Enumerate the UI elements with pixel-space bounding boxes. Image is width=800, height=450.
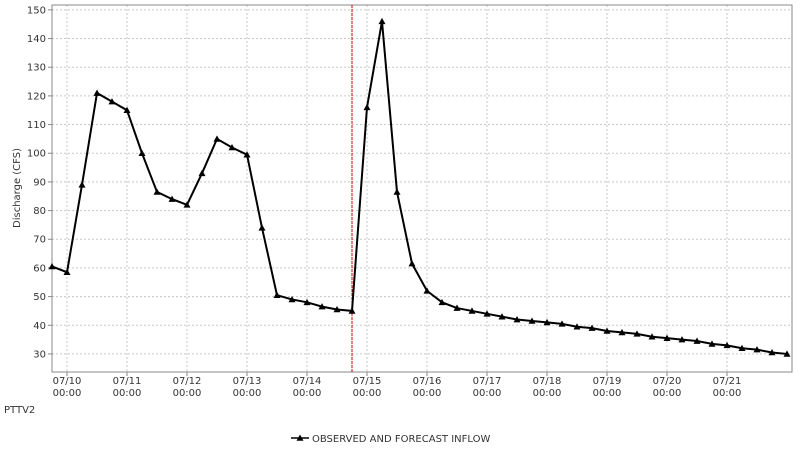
x-tick-label: 07/13 00:00: [233, 376, 262, 399]
data-point: [423, 287, 431, 294]
data-point: [408, 260, 416, 267]
data-point: [243, 151, 251, 158]
y-tick-label: 50: [33, 292, 46, 303]
data-point: [318, 303, 326, 310]
data-point: [303, 298, 311, 306]
x-tick-label: 07/19 00:00: [593, 376, 622, 399]
x-tick-label: 07/16 00:00: [413, 376, 442, 399]
data-point: [753, 346, 761, 353]
y-tick-label: 60: [33, 263, 46, 274]
y-tick-label: 70: [33, 235, 46, 246]
data-point: [708, 340, 716, 347]
y-tick-label: 110: [27, 120, 46, 131]
data-point: [483, 310, 491, 317]
data-point: [288, 295, 296, 303]
x-tick-label: 07/14 00:00: [293, 376, 322, 399]
data-point: [333, 305, 341, 313]
y-tick-label: 140: [27, 34, 46, 45]
data-point: [363, 103, 371, 111]
data-point: [453, 304, 461, 311]
y-tick-label: 30: [33, 349, 46, 360]
y-tick-label: 150: [27, 5, 46, 16]
y-tick-label: 80: [33, 206, 46, 217]
data-point: [663, 334, 671, 341]
x-tick-label: 07/17 00:00: [473, 376, 502, 399]
y-axis-label: Discharge (CFS): [12, 148, 23, 228]
data-point: [108, 98, 116, 105]
data-point: [738, 344, 746, 352]
y-tick-label: 120: [27, 91, 46, 102]
y-tick-label: 40: [33, 321, 46, 332]
x-tick-label: 07/11 00:00: [113, 376, 142, 399]
series-line: [51, 21, 788, 355]
data-point: [258, 224, 266, 231]
x-tick-label: 07/10 00:00: [53, 376, 82, 399]
data-point: [48, 262, 56, 270]
data-point: [378, 17, 386, 25]
data-point: [168, 195, 176, 202]
data-point: [558, 320, 566, 327]
data-point: [63, 268, 71, 276]
data-point: [693, 337, 701, 344]
location-label: PTTV2: [4, 405, 35, 416]
data-point: [588, 324, 596, 331]
data-point: [348, 307, 356, 314]
data-point: [543, 318, 551, 326]
data-point: [153, 188, 161, 195]
x-tick-label: 07/15 00:00: [353, 376, 382, 399]
data-point: [723, 341, 731, 349]
y-tick-label: 130: [27, 63, 46, 74]
data-point: [123, 106, 131, 114]
x-tick-label: 07/18 00:00: [533, 376, 562, 399]
x-tick-label: 07/21 00:00: [713, 376, 742, 399]
data-point: [198, 169, 206, 177]
data-point: [228, 143, 236, 151]
data-point: [78, 181, 86, 188]
data-point: [393, 188, 401, 195]
x-tick-label: 07/20 00:00: [653, 376, 682, 399]
data-point: [438, 298, 446, 306]
data-point: [648, 333, 656, 340]
legend-label: OBSERVED AND FORECAST INFLOW: [312, 434, 490, 445]
plot-frame: [51, 4, 793, 373]
data-point: [678, 336, 686, 343]
data-point: [213, 135, 221, 142]
data-point: [273, 291, 281, 298]
data-point: [618, 328, 626, 336]
data-point: [573, 323, 581, 330]
legend-marker: [296, 434, 304, 441]
y-tick-label: 90: [33, 177, 46, 188]
data-point: [138, 149, 146, 157]
data-point: [498, 313, 506, 320]
data-point: [528, 317, 536, 324]
data-point: [183, 201, 191, 208]
data-point: [768, 349, 776, 356]
data-point: [468, 307, 476, 314]
data-point: [633, 330, 641, 337]
x-tick-label: 07/12 00:00: [173, 376, 202, 399]
data-point: [783, 350, 791, 357]
y-tick-label: 100: [27, 149, 46, 160]
data-point: [93, 89, 101, 96]
data-point: [513, 316, 521, 323]
data-point: [603, 327, 611, 334]
